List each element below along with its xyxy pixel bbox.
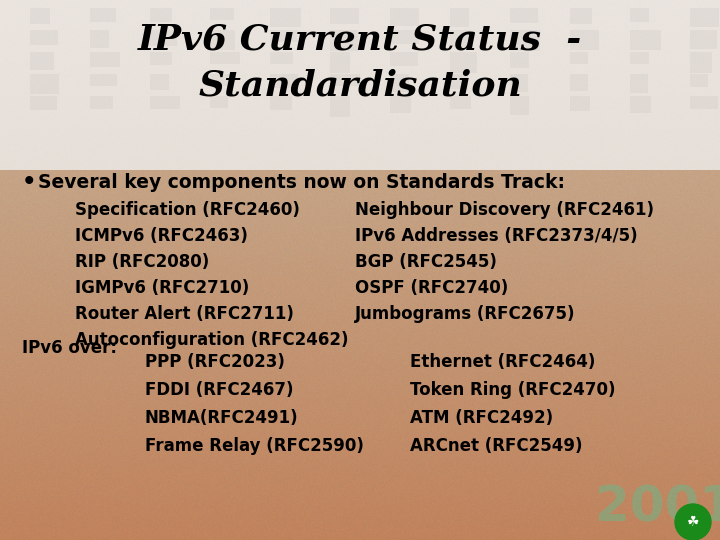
Text: IPv6 Addresses (RFC2373/4/5): IPv6 Addresses (RFC2373/4/5) — [355, 227, 638, 245]
Circle shape — [675, 504, 711, 540]
FancyBboxPatch shape — [0, 170, 720, 540]
Text: Neighbour Discovery (RFC2461): Neighbour Discovery (RFC2461) — [355, 201, 654, 219]
Text: Token Ring (RFC2470): Token Ring (RFC2470) — [410, 381, 616, 399]
Text: Router Alert (RFC2711): Router Alert (RFC2711) — [75, 305, 294, 323]
Text: 2001: 2001 — [595, 484, 720, 532]
Text: OSPF (RFC2740): OSPF (RFC2740) — [355, 279, 508, 297]
Text: Jumbograms (RFC2675): Jumbograms (RFC2675) — [355, 305, 575, 323]
Text: BGP (RFC2545): BGP (RFC2545) — [355, 253, 497, 271]
Text: ICMPv6 (RFC2463): ICMPv6 (RFC2463) — [75, 227, 248, 245]
FancyBboxPatch shape — [0, 0, 720, 170]
Text: ARCnet (RFC2549): ARCnet (RFC2549) — [410, 437, 582, 455]
Text: Standardisation: Standardisation — [198, 68, 522, 102]
Text: Frame Relay (RFC2590): Frame Relay (RFC2590) — [145, 437, 364, 455]
Text: Specification (RFC2460): Specification (RFC2460) — [75, 201, 300, 219]
Text: Several key components now on Standards Track:: Several key components now on Standards … — [38, 172, 565, 192]
Text: •: • — [22, 171, 37, 193]
Text: Autoconfiguration (RFC2462): Autoconfiguration (RFC2462) — [75, 331, 348, 349]
Text: FDDI (RFC2467): FDDI (RFC2467) — [145, 381, 294, 399]
Text: IPv6 over:: IPv6 over: — [22, 339, 117, 357]
Text: RIP (RFC2080): RIP (RFC2080) — [75, 253, 210, 271]
Text: ATM (RFC2492): ATM (RFC2492) — [410, 409, 553, 427]
Text: IGMPv6 (RFC2710): IGMPv6 (RFC2710) — [75, 279, 249, 297]
Text: Ethernet (RFC2464): Ethernet (RFC2464) — [410, 353, 595, 371]
Text: ☘: ☘ — [687, 515, 699, 529]
Text: NBMA(RFC2491): NBMA(RFC2491) — [145, 409, 299, 427]
Text: PPP (RFC2023): PPP (RFC2023) — [145, 353, 285, 371]
Text: IPv6 Current Status  -: IPv6 Current Status - — [138, 23, 582, 57]
